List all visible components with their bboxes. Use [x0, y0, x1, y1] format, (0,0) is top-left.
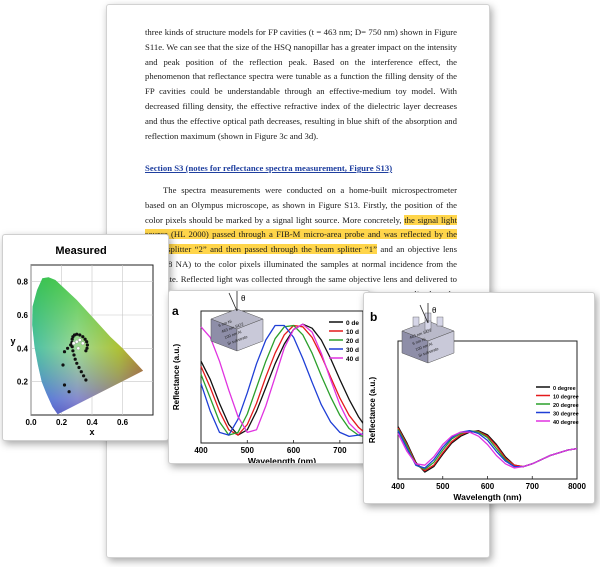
inset-layer-label: 100 nm Al	[224, 329, 243, 340]
series-line-30-d	[200, 324, 364, 438]
series-line-10-d	[200, 324, 364, 436]
cie-data-point	[61, 363, 65, 367]
cie-data-point	[69, 343, 73, 347]
theta-label: θ	[241, 294, 246, 303]
reflectance-panel-b: b 400 500 600 700 8000 Wavelength (nm) Reflecta…	[363, 292, 595, 504]
section-heading[interactable]: Section S3 (notes for reflectance spectr…	[145, 163, 393, 173]
reflectance-panel-a: a 400 500 600 700 Wavelength (nm) Reflectance …	[168, 290, 370, 464]
series-line-0-de	[200, 323, 364, 436]
cie-data-point	[77, 365, 81, 370]
cie-data-point	[75, 339, 79, 344]
inset-nanopillar	[412, 316, 420, 327]
cie-data-point	[75, 361, 79, 365]
cie-chart-panel: Measured x y 0.0 0.2 0.4 0.6 0.2 0.4 0.6 0.8	[2, 234, 169, 441]
cie-data-point	[72, 353, 76, 357]
paragraph-text: The spectra measurements were conducted …	[145, 185, 457, 225]
x-axis-label: Wavelength (nm)	[248, 456, 316, 463]
cie-data-point	[84, 378, 88, 382]
x-tick-label: 600	[287, 446, 301, 455]
reflectance-chart-b: b 400 500 600 700 8000 Wavelength (nm) Reflecta…	[368, 303, 586, 502]
x-tick-label: 500	[241, 446, 255, 455]
cie-data-point	[62, 350, 67, 354]
cie-data-point	[76, 346, 81, 351]
reflectance-chart-a: a 400 500 600 700 Wavelength (nm) Reflectance …	[172, 291, 364, 463]
cie-y-tick-label: 0.6	[17, 311, 29, 320]
cie-data-point	[62, 383, 67, 387]
legend: 0 degree 10 degree 20 degree 30 degree 40 de…	[536, 386, 579, 426]
cie-data-point	[67, 390, 71, 394]
cie-data-point	[85, 346, 89, 350]
cie-data-point	[71, 349, 75, 353]
cie-data-point	[75, 332, 79, 336]
y-axis-label: Reflectance (a.u.)	[368, 377, 377, 444]
inset-nanopillar	[436, 316, 444, 327]
cie-data-point	[85, 343, 89, 347]
x-tick-label: 500	[436, 482, 450, 491]
x-tick-label: 400	[391, 482, 405, 491]
incident-beam	[228, 292, 238, 312]
cie-data-point	[78, 338, 82, 342]
cie-data-point	[78, 333, 82, 337]
x-axis-label: Wavelength (nm)	[453, 492, 521, 502]
inset-layer-label: 6 nm Ni	[218, 318, 233, 327]
legend-entry: 10 degree	[553, 395, 579, 401]
cie-data-point	[70, 337, 74, 341]
inset-layer-label: 100 nm Al	[415, 341, 434, 352]
cie-x-tick-label: 0.4	[86, 418, 98, 427]
legend-entry: 40 d	[346, 356, 359, 363]
legend-entry: 0 de	[346, 320, 359, 327]
cie-y-tick-label: 0.2	[17, 378, 29, 387]
cie-data-points	[61, 332, 89, 394]
legend-entry: 30 d	[346, 347, 359, 354]
legend-entry: 0 degree	[553, 386, 576, 392]
cie-y-axis-label: y	[10, 336, 15, 346]
cie-data-point	[79, 370, 83, 374]
cie-y-tick-label: 0.8	[17, 278, 29, 287]
paragraph-fp-cavities: three kinds of structure models for FP c…	[145, 27, 457, 141]
cie-data-point	[81, 335, 85, 339]
cie-x-tick-label: 0.2	[56, 418, 68, 427]
legend-entry: 20 d	[346, 338, 359, 345]
cie-data-point	[81, 341, 85, 346]
legend-entry: 20 degree	[553, 403, 579, 409]
cie-x-tick-label: 0.0	[25, 418, 37, 427]
cie-x-axis-label: x	[89, 427, 94, 437]
cie-data-point	[66, 346, 70, 350]
theta-label: θ	[432, 306, 437, 315]
x-tick-label: 8000	[568, 482, 586, 491]
cie-data-point	[73, 357, 77, 361]
x-tick-label: 400	[194, 446, 208, 455]
cie-title: Measured	[55, 245, 106, 257]
legend-entry: 30 degree	[553, 412, 579, 418]
legend: 0 de 10 d 20 d 30 d 40 d	[329, 320, 359, 363]
cie-data-point	[82, 374, 86, 378]
series-line-40-degree	[397, 431, 578, 469]
legend-entry: 10 d	[346, 329, 359, 336]
inset-layer-label: 6 nm Ni	[412, 336, 427, 345]
x-tick-label: 700	[526, 482, 540, 491]
cie-data-point	[83, 337, 87, 341]
y-axis-label: Reflectance (a.u.)	[172, 344, 181, 411]
cie-data-point	[84, 349, 88, 353]
x-tick-label: 700	[333, 446, 347, 455]
cie-y-tick-label: 0.4	[17, 344, 29, 353]
x-tick-label: 600	[481, 482, 495, 491]
cie-x-tick-label: 0.6	[117, 418, 129, 427]
panel-label: b	[370, 310, 377, 324]
inset-right-face	[427, 330, 455, 364]
series-line-40-d	[200, 323, 364, 436]
inset-right-face	[236, 318, 264, 352]
incident-beam	[419, 304, 429, 324]
cie-data-point	[71, 341, 76, 346]
legend-entry: 40 degree	[553, 420, 579, 426]
panel-label: a	[172, 304, 179, 318]
cie-data-point	[85, 340, 89, 344]
cie-chart: Measured x y 0.0 0.2 0.4 0.6 0.2 0.4 0.6 0.8	[10, 245, 154, 437]
